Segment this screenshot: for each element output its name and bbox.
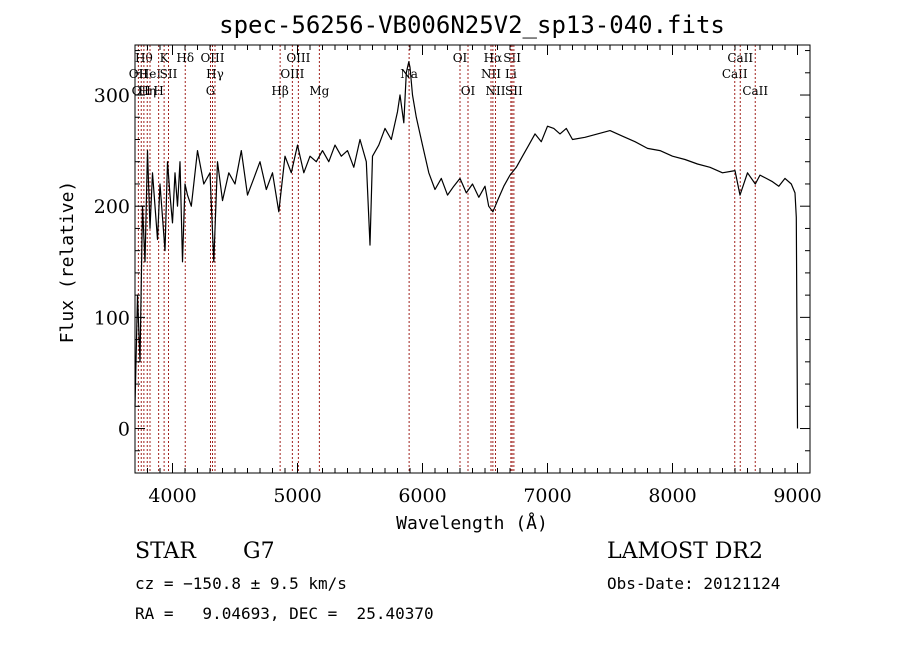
x-tick-label-2: 6000 — [398, 485, 446, 507]
spectral-line-label-16: Na — [400, 67, 418, 81]
survey-name: LAMOST DR2 — [607, 539, 763, 564]
spectral-line-label-27: CaII — [742, 84, 768, 98]
spectral-line-label-13: OIII — [280, 67, 304, 81]
spectral-line-label-6: K — [160, 51, 170, 65]
spectral-lines-layer: OIIOIIHθHηHeIHKSIIHδGOIIIHγHβOIIIOIIIMgN… — [129, 45, 768, 473]
object-subclass: G7 — [243, 539, 275, 564]
y-tick-label-2: 200 — [94, 196, 130, 218]
y-tick-label-0: 0 — [118, 419, 130, 441]
x-tick-label-3: 7000 — [523, 485, 571, 507]
y-tick-label-1: 100 — [94, 307, 130, 329]
spectral-line-label-8: Hδ — [176, 51, 194, 65]
obs-date: Obs-Date: 20121124 — [607, 574, 781, 593]
y-tick-label-3: 300 — [94, 85, 130, 107]
spectral-line-label-25: CaII — [722, 67, 748, 81]
spectrum-series-0 — [134, 61, 799, 429]
series-layer — [134, 61, 799, 429]
spectral-line-label-22: Li — [505, 67, 517, 81]
spectral-line-label-7: SII — [160, 67, 178, 81]
x-tick-label-4: 8000 — [648, 485, 696, 507]
spectral-line-label-12: Hβ — [271, 84, 288, 98]
spectral-line-label-17: OI — [453, 51, 468, 65]
x-tick-label-0: 4000 — [148, 485, 196, 507]
x-tick-label-5: 9000 — [773, 485, 821, 507]
coordinates: RA = 9.04693, DEC = 25.40370 — [135, 604, 434, 623]
chart-title: spec-56256-VB006N25V2_sp13-040.fits — [219, 11, 725, 39]
ticks-layer: 4000 5000 6000 7000 8000 9000 0 100 200 300 — [94, 45, 822, 507]
redshift-info: cz = −150.8 ± 9.5 km/s — [135, 574, 347, 593]
spectral-line-label-2: Hθ — [135, 51, 153, 65]
spectral-line-label-1: OII — [132, 84, 152, 98]
spectral-line-label-20: Hα — [484, 51, 503, 65]
spectral-line-label-19: NII — [481, 67, 501, 81]
spectral-line-label-11: Hγ — [206, 67, 224, 81]
spectral-line-label-24: SII — [505, 84, 523, 98]
spectral-line-label-3: Hη — [138, 84, 156, 98]
spectral-line-label-14: OIII — [286, 51, 310, 65]
spectral-line-label-9: G — [206, 84, 216, 98]
spectral-line-label-26: CaII — [727, 51, 753, 65]
spectral-line-label-5: H — [153, 84, 163, 98]
plot-frame — [134, 44, 811, 474]
spectral-line-label-23: SII — [503, 51, 521, 65]
spectral-line-label-10: OIII — [200, 51, 224, 65]
x-axis-label: Wavelength (Å) — [396, 512, 548, 534]
spectral-line-label-4: HeI — [139, 67, 162, 81]
x-tick-label-1: 5000 — [273, 485, 321, 507]
y-axis-label: Flux (relative) — [57, 181, 78, 344]
spectral-line-label-18: OI — [461, 84, 476, 98]
object-type: STAR — [135, 539, 196, 564]
spectral-line-label-21: NII — [486, 84, 506, 98]
spectral-line-label-15: Mg — [309, 84, 329, 98]
